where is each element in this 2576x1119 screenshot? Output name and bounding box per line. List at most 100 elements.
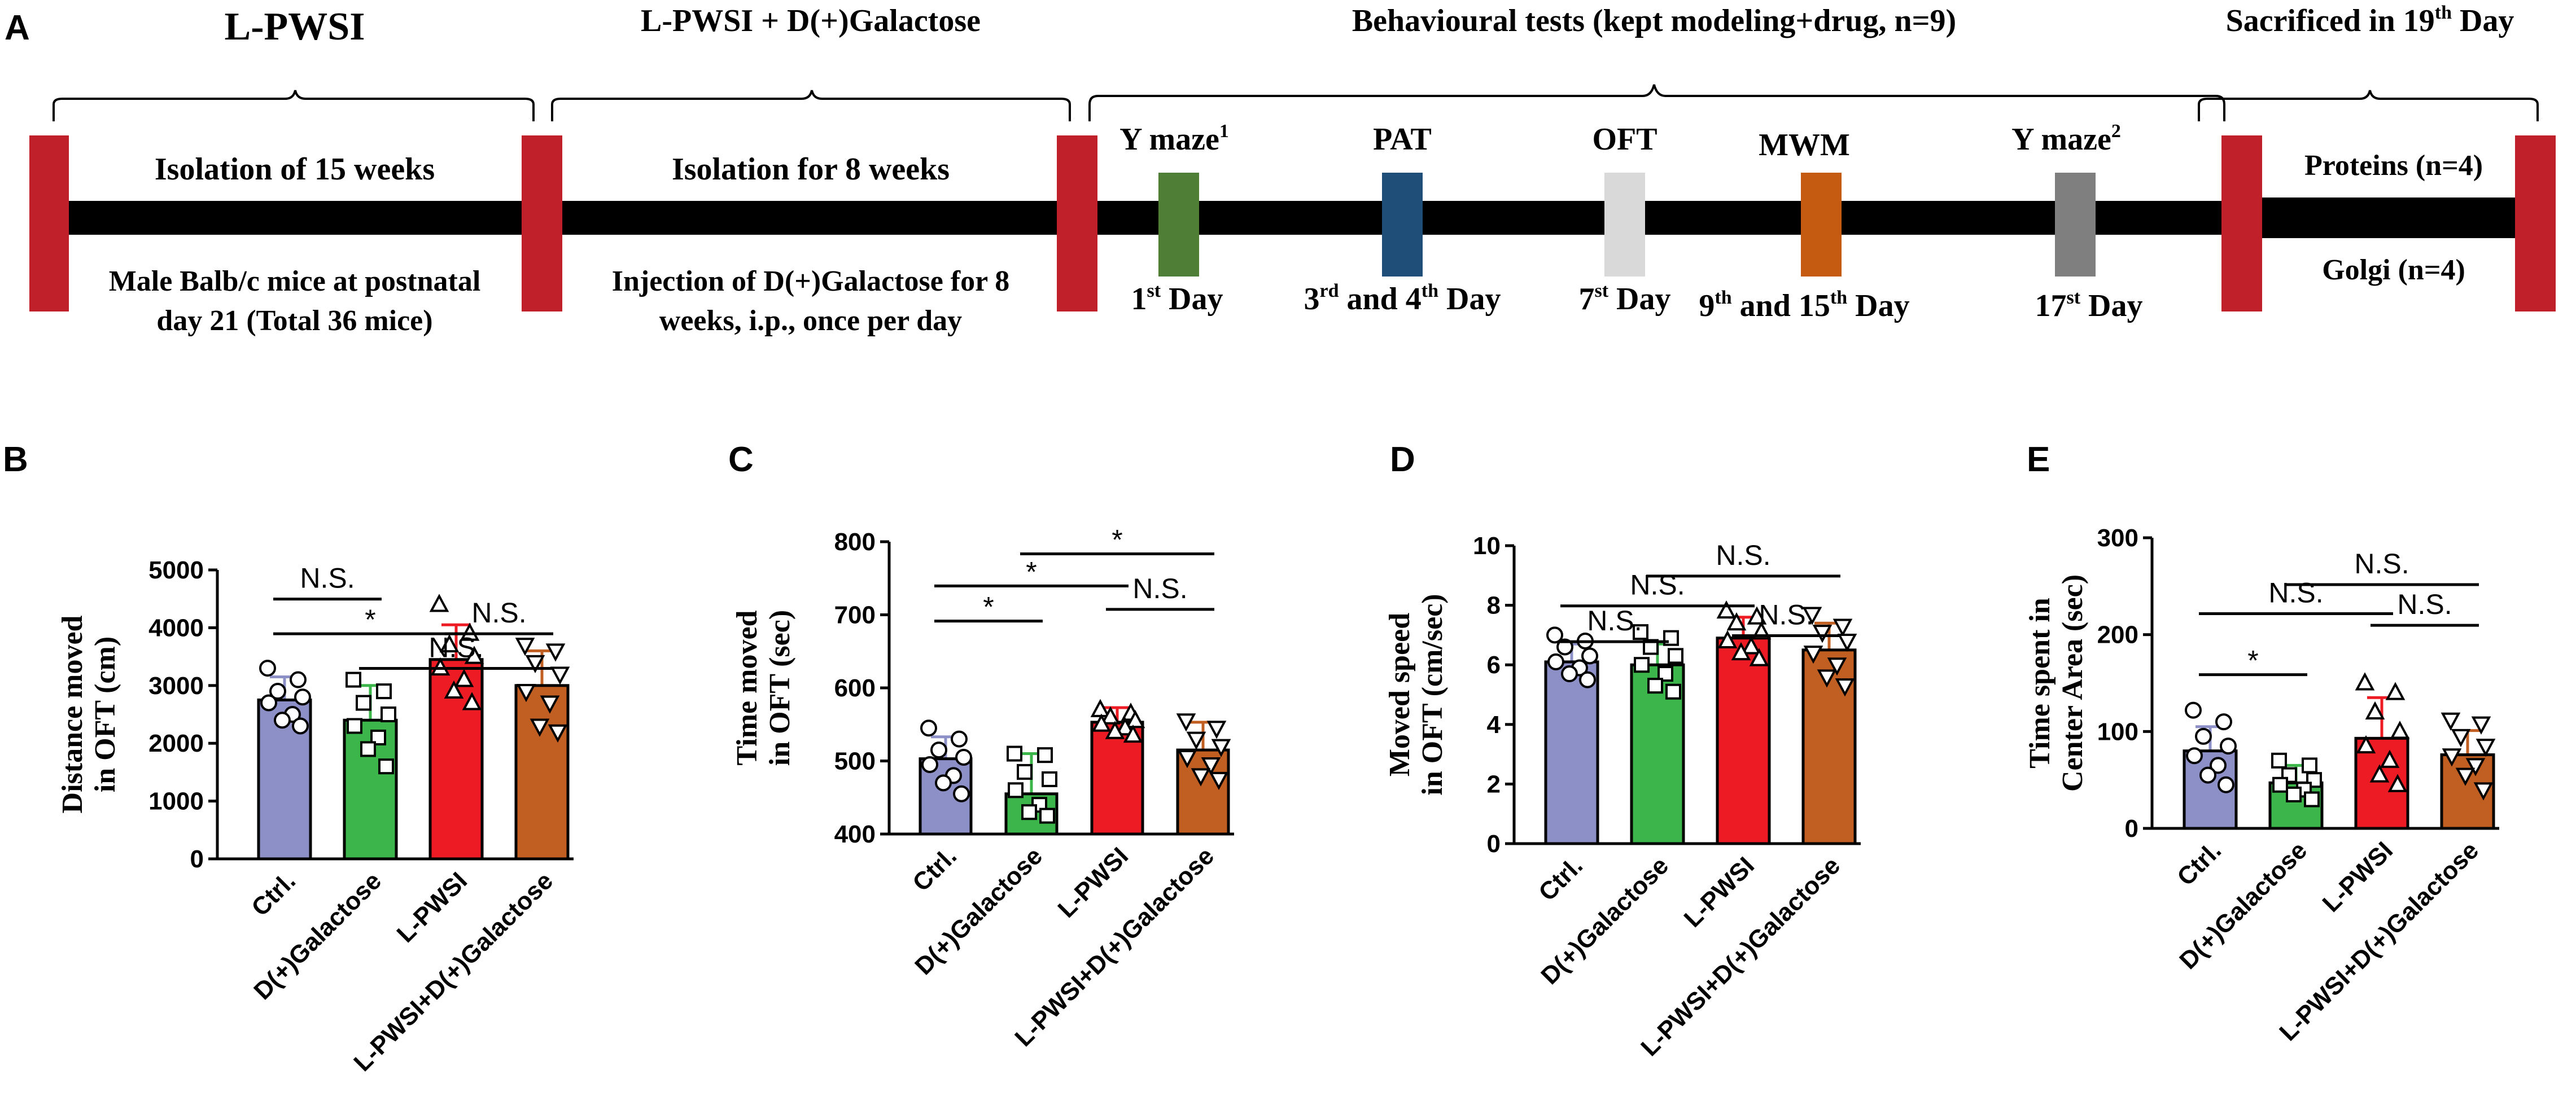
chart-e-point-0-7 (2218, 776, 2234, 793)
chart-b-point-2-5 (454, 669, 474, 687)
timeline-divider-3 (1057, 135, 1097, 311)
chart-b-point-3-7 (548, 724, 568, 743)
chart-d-point-3-1 (1832, 618, 1853, 637)
chart-b-point-0-3 (294, 688, 311, 706)
chart-e-point-1-7 (2304, 791, 2320, 808)
chart-d-ytick-label-1: 2 (1487, 770, 1501, 798)
chart-b-point-3-4 (516, 684, 536, 703)
chart-b-ytick-label-0: 0 (190, 845, 204, 873)
panel-a-timeline: A L-PWSI Isolation of 15 weeks Male Balb… (5, 2, 2556, 337)
chart-b-point-1-3 (381, 706, 396, 722)
chart-b-ytick-label-4: 4000 (148, 614, 204, 642)
chart-e-point-2-7 (2387, 774, 2408, 792)
chart-b-point-0-4 (260, 694, 277, 712)
test-y-maze-1: Y maze1 1st Day (1119, 121, 1229, 317)
chart-d-point-2-6 (1731, 642, 1751, 661)
panel-letter-a: A (5, 8, 30, 47)
chart-d-point-3-7 (1835, 678, 1855, 697)
chart-d-point-0-2 (1556, 638, 1573, 656)
chart-e-ytick-label-1: 100 (2097, 718, 2138, 745)
chart-e-point-0-1 (2215, 713, 2232, 731)
chart-e-point-2-6 (2369, 764, 2390, 783)
test-label-y-maze-2: Y maze2 (2011, 121, 2121, 157)
test-pat: PAT 3rd and 4th Day (1304, 122, 1501, 317)
test-oft: OFT 7st Day (1578, 122, 1670, 317)
chart-b-point-2-7 (462, 692, 482, 710)
test-day-y-maze-1: 1st Day (1131, 280, 1223, 317)
chart-d-ytick-label-2: 4 (1487, 711, 1501, 739)
chart-b-bar-3 (514, 684, 570, 861)
phase2-top-label: Isolation for 8 weeks (672, 152, 950, 187)
brace-phase-1 (53, 90, 535, 121)
chart-d-point-3-6 (1817, 669, 1837, 688)
chart-b-sig-label-2: N.S. (471, 597, 526, 629)
chart-b-point-1-0 (345, 672, 361, 688)
chart-d-ytick-label-0: 0 (1487, 830, 1501, 858)
chart-c-point-1-2 (1017, 763, 1033, 780)
panel-e-chart: E 0 100 200 300 Time spent in Center Area (se… (2024, 440, 2499, 1046)
chart-b-point-1-6 (360, 741, 376, 757)
chart-d-ylabel-line-1: in OFT (cm/sec) (1416, 594, 1449, 795)
chart-e-point-3-4 (2442, 748, 2462, 767)
chart-b-point-3-5 (540, 695, 560, 714)
test-y-maze-2: Y maze2 17st Day (2011, 121, 2142, 323)
chart-e-sig-label-0: * (2247, 645, 2258, 677)
chart-d-point-3-2 (1812, 625, 1832, 643)
timeline-track-end (2253, 198, 2523, 238)
chart-c-ytick-label-1: 500 (834, 748, 876, 775)
timeline-divider-5 (2515, 135, 2556, 311)
chart-d-point-3-3 (1837, 633, 1857, 652)
timeline-divider-2 (522, 135, 562, 311)
chart-b-category-label-2: L-PWSI (392, 867, 473, 948)
chart-e-point-3-6 (2455, 767, 2476, 786)
chart-b-plot: 0 1000 2000 3000 4000 5000 Distance moved in OF… (56, 556, 574, 1077)
brace-phase-3 (1088, 84, 2225, 121)
chart-d-category-label-0: Ctrl. (1533, 852, 1588, 906)
test-day-y-maze-2: 17st Day (2035, 287, 2142, 323)
chart-d-point-2-1 (1747, 606, 1767, 625)
panel-letter-e: E (2027, 440, 2050, 479)
chart-e-point-3-2 (2451, 729, 2471, 748)
timeline-divider-4 (2221, 135, 2262, 311)
chart-d-sig-label-3: N.S. (1716, 539, 1770, 571)
phase1-title: L-PWSI (225, 5, 365, 49)
chart-e-ylabel-line-1: Center Area (sec) (2057, 574, 2089, 792)
chart-b-ytick-label-2: 2000 (148, 730, 204, 757)
chart-c-point-1-1 (1037, 747, 1053, 763)
phase4-title: Sacrificed in 19th Day (2226, 2, 2514, 38)
phase2-title: L-PWSI + D(+)Galactose (641, 3, 981, 38)
chart-b-point-1-5 (370, 729, 386, 745)
chart-b-point-1-1 (376, 683, 392, 700)
chart-e-point-1-1 (2302, 757, 2317, 774)
panel-letter-d: D (1390, 440, 1415, 479)
chart-c-ylabel-line-0: Time moved (731, 610, 763, 765)
chart-b-point-3-2 (525, 655, 545, 674)
chart-d-point-0-4 (1547, 653, 1564, 670)
chart-c-point-3-2 (1186, 731, 1206, 750)
chart-b-ylabel-line-0: Distance moved (56, 615, 89, 813)
chart-d-bar-2 (1716, 637, 1771, 845)
chart-c-plot: 400 500 600 700 800 Time moved in OFT (sec) Ctr… (731, 524, 1234, 1052)
chart-d-sig-label-1: N.S. (1630, 569, 1685, 601)
test-label-mwm: MWM (1759, 128, 1850, 163)
chart-e-point-0-3 (2220, 738, 2237, 755)
test-day-pat: 3rd and 4th Day (1304, 280, 1501, 317)
chart-d-point-1-3 (1668, 648, 1683, 664)
chart-e-ytick-label-3: 300 (2097, 524, 2138, 552)
chart-c-ytick-label-2: 600 (834, 674, 876, 702)
chart-c-point-3-4 (1177, 750, 1197, 769)
chart-e-sig-label-3: N.S. (2354, 548, 2409, 580)
timeline-track (34, 201, 2529, 235)
chart-c-sig-label-2: N.S. (1132, 573, 1187, 604)
chart-e-point-2-0 (2355, 672, 2375, 691)
chart-e-point-3-3 (2476, 739, 2496, 757)
chart-e-point-2-2 (2365, 701, 2385, 719)
chart-e-plot: 0 100 200 300 Time spent in Center Area (sec)… (2024, 524, 2499, 1046)
chart-b-ytick-label-1: 1000 (148, 788, 204, 815)
chart-b-point-1-7 (378, 758, 394, 775)
chart-e-sig-label-2: N.S. (2397, 589, 2452, 620)
chart-c-point-2-4 (1091, 713, 1112, 732)
chart-d-point-0-3 (1581, 647, 1598, 665)
test-box-pat (1382, 173, 1423, 277)
